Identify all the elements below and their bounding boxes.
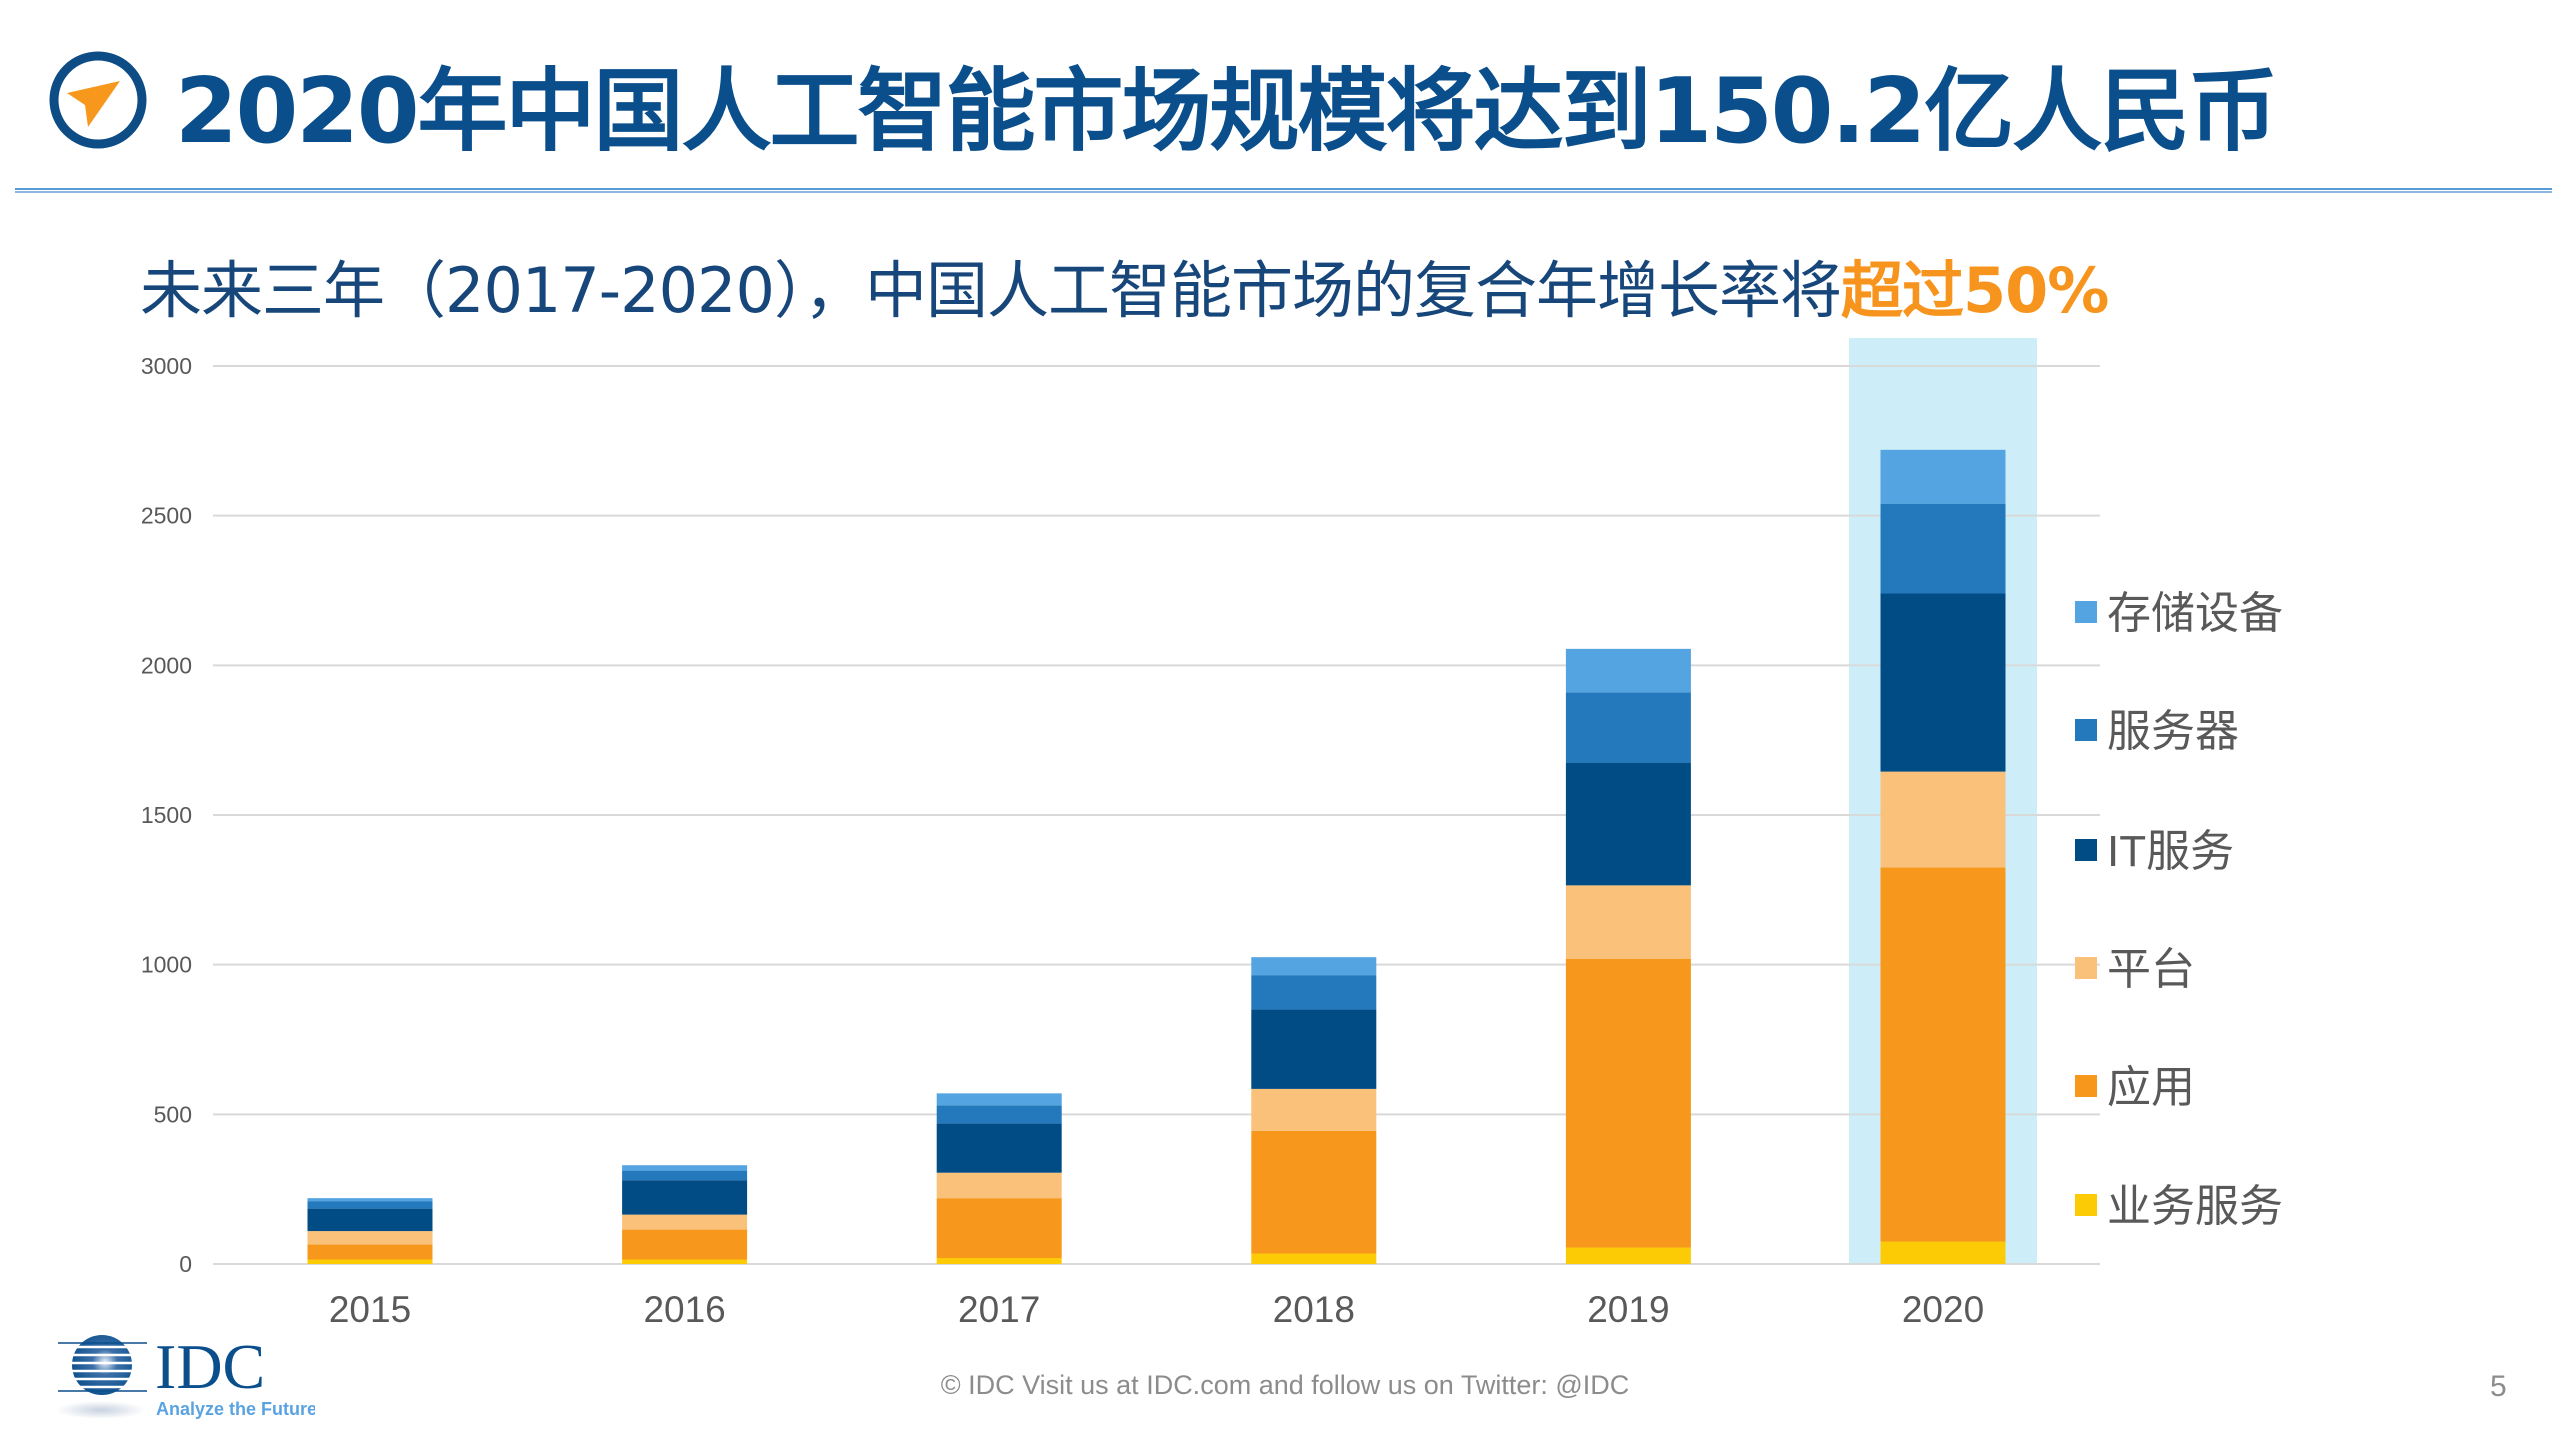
- title-divider: [15, 188, 2552, 193]
- idc-logo-text: IDC: [155, 1331, 265, 1402]
- bar-segment-2017-2: [936, 1172, 1062, 1199]
- bar-segment-2016-0: [622, 1259, 748, 1264]
- bar-segment-2016-5: [622, 1165, 748, 1171]
- page-number: 5: [2490, 1370, 2507, 1403]
- idc-logo: IDC Analyze the Future: [55, 1331, 315, 1419]
- x-tick-label: 2018: [1273, 1289, 1355, 1330]
- legend-label: 存储设备: [2107, 589, 2283, 638]
- bar-segment-2020-1: [1880, 867, 2006, 1242]
- legend-swatch: [2075, 601, 2097, 623]
- bar-segment-2018-4: [1251, 975, 1377, 1010]
- legend-label: 服务器: [2107, 707, 2239, 756]
- legend-swatch: [2075, 839, 2097, 861]
- bar-segment-2015-0: [307, 1259, 433, 1264]
- y-tick-label: 3000: [141, 353, 192, 379]
- legend-swatch: [2075, 957, 2097, 979]
- y-tick-label: 1500: [141, 802, 192, 828]
- bar-segment-2020-2: [1880, 771, 2006, 868]
- x-tick-label: 2019: [1587, 1289, 1669, 1330]
- y-tick-label: 0: [179, 1251, 192, 1277]
- bar-segment-2016-1: [622, 1229, 748, 1260]
- idc-logo-tagline: Analyze the Future: [156, 1399, 315, 1419]
- legend-swatch: [2075, 719, 2097, 741]
- bar-segment-2019-4: [1565, 692, 1691, 763]
- x-tick-label: 2017: [958, 1289, 1040, 1330]
- x-tick-label: 2015: [329, 1289, 411, 1330]
- legend-swatch: [2075, 1075, 2097, 1097]
- bar-segment-2017-5: [936, 1093, 1062, 1106]
- bar-segment-2019-2: [1565, 885, 1691, 959]
- bar-segment-2018-0: [1251, 1253, 1377, 1264]
- bar-segment-2019-1: [1565, 958, 1691, 1248]
- bar-segment-2017-0: [936, 1258, 1062, 1264]
- legend-label: 业务服务: [2107, 1182, 2283, 1231]
- bar-segment-2016-4: [622, 1170, 748, 1181]
- bar-segment-2018-3: [1251, 1009, 1377, 1089]
- y-tick-label: 2500: [141, 503, 192, 529]
- bar-segment-2015-2: [307, 1231, 433, 1245]
- bar-segment-2015-1: [307, 1244, 433, 1260]
- bar-segment-2015-3: [307, 1208, 433, 1232]
- bar-segment-2017-3: [936, 1123, 1062, 1173]
- legend-label: IT服务: [2107, 827, 2234, 876]
- bar-segment-2019-3: [1565, 762, 1691, 886]
- bar-segment-2019-0: [1565, 1247, 1691, 1264]
- subtitle-highlight: 超过50%: [1840, 254, 2109, 327]
- x-tick-label: 2016: [643, 1289, 725, 1330]
- legend-swatch: [2075, 1194, 2097, 1216]
- bar-segment-2018-2: [1251, 1088, 1377, 1131]
- bar-segment-2018-1: [1251, 1130, 1377, 1254]
- bar-segment-2016-3: [622, 1180, 748, 1215]
- x-tick-label: 2020: [1902, 1289, 1984, 1330]
- bar-segment-2018-5: [1251, 957, 1377, 976]
- bar-segment-2017-1: [936, 1198, 1062, 1259]
- footer-text: © IDC Visit us at IDC.com and follow us …: [940, 1370, 1630, 1400]
- page-title: 2020年中国人工智能市场规模将达到150.2亿人民币: [175, 59, 2278, 164]
- legend-label: 应用: [2107, 1063, 2195, 1112]
- compass-arrow-icon: [49, 51, 147, 149]
- bar-segment-2020-3: [1880, 593, 2006, 772]
- subtitle: 未来三年（2017-2020），中国人工智能市场的复合年增长率将超过50%: [140, 240, 2109, 330]
- y-tick-label: 2000: [141, 652, 192, 678]
- bar-segment-2015-4: [307, 1201, 433, 1209]
- bar-segment-2020-0: [1880, 1241, 2006, 1264]
- bar-segment-2019-5: [1565, 648, 1691, 693]
- bar-segment-2016-2: [622, 1214, 748, 1230]
- subtitle-text: 未来三年（2017-2020），中国人工智能市场的复合年增长率将: [140, 254, 1842, 327]
- y-tick-label: 500: [154, 1101, 192, 1127]
- bar-segment-2015-5: [307, 1198, 433, 1202]
- bar-segment-2020-5: [1880, 449, 2006, 504]
- bar-segment-2017-4: [936, 1105, 1062, 1124]
- legend-label: 平台: [2107, 945, 2195, 994]
- y-tick-label: 1000: [141, 952, 192, 978]
- bar-segment-2020-4: [1880, 503, 2006, 594]
